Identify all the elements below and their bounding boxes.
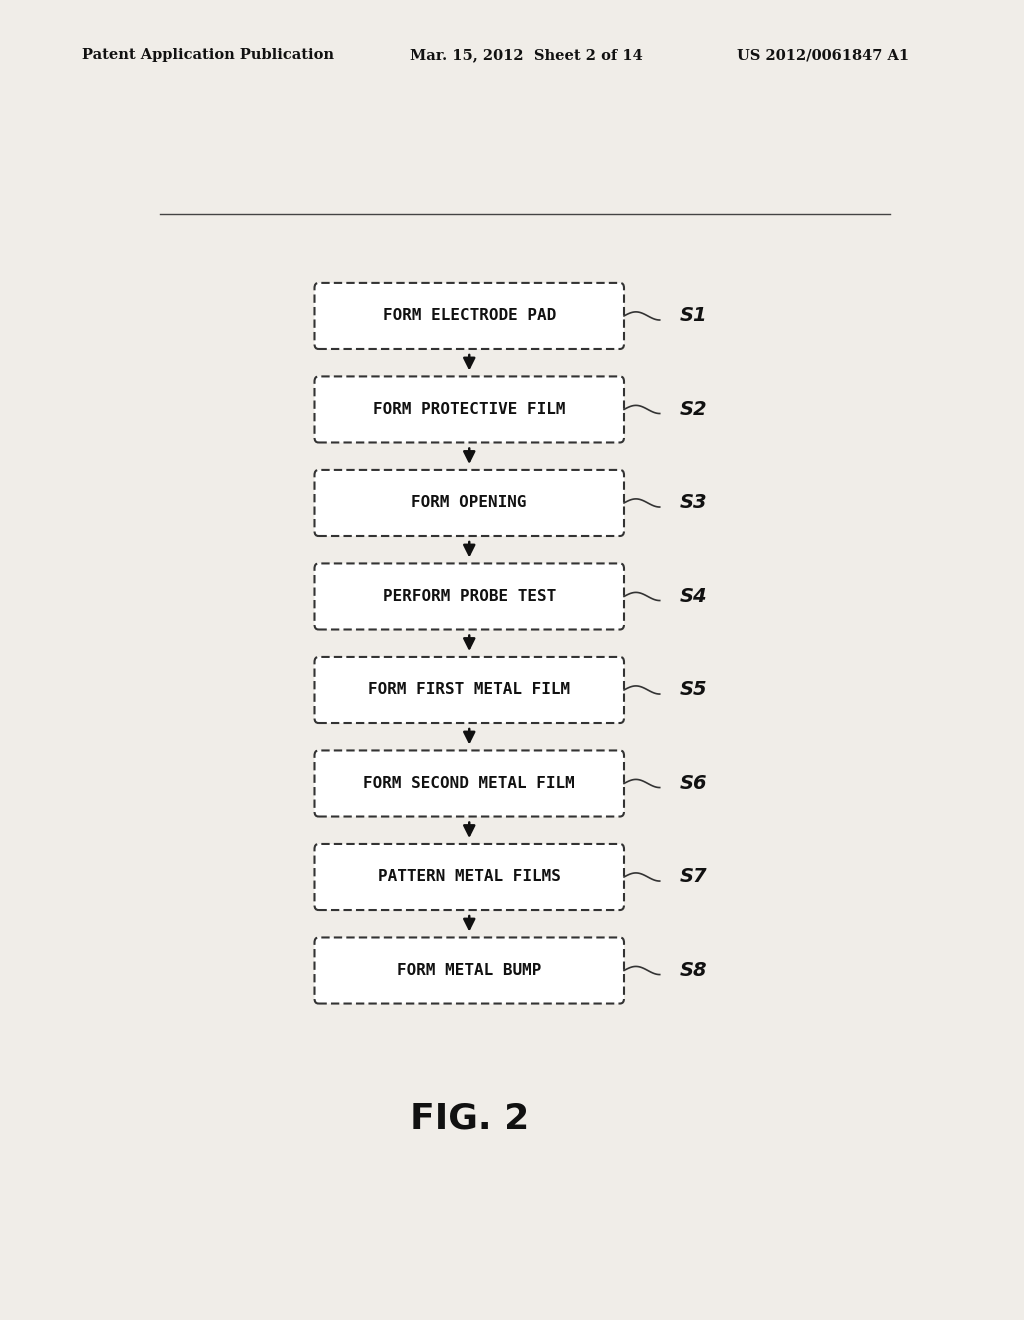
Text: FORM METAL BUMP: FORM METAL BUMP	[397, 964, 542, 978]
Text: S7: S7	[680, 867, 708, 887]
FancyBboxPatch shape	[314, 937, 624, 1003]
Text: Mar. 15, 2012  Sheet 2 of 14: Mar. 15, 2012 Sheet 2 of 14	[410, 49, 642, 62]
Text: FORM SECOND METAL FILM: FORM SECOND METAL FILM	[364, 776, 575, 791]
Text: S6: S6	[680, 774, 708, 793]
Text: S8: S8	[680, 961, 708, 979]
FancyBboxPatch shape	[314, 282, 624, 348]
Text: FIG. 2: FIG. 2	[410, 1102, 528, 1137]
FancyBboxPatch shape	[314, 470, 624, 536]
Text: PERFORM PROBE TEST: PERFORM PROBE TEST	[383, 589, 556, 605]
Text: FORM ELECTRODE PAD: FORM ELECTRODE PAD	[383, 309, 556, 323]
Text: S3: S3	[680, 494, 708, 512]
Text: PATTERN METAL FILMS: PATTERN METAL FILMS	[378, 870, 561, 884]
Text: FORM PROTECTIVE FILM: FORM PROTECTIVE FILM	[373, 403, 565, 417]
FancyBboxPatch shape	[314, 376, 624, 442]
FancyBboxPatch shape	[314, 657, 624, 723]
Text: Patent Application Publication: Patent Application Publication	[82, 49, 334, 62]
FancyBboxPatch shape	[314, 751, 624, 817]
FancyBboxPatch shape	[314, 843, 624, 909]
Text: S2: S2	[680, 400, 708, 418]
Text: S4: S4	[680, 587, 708, 606]
Text: S1: S1	[680, 306, 708, 326]
Text: FORM OPENING: FORM OPENING	[412, 495, 527, 511]
Text: US 2012/0061847 A1: US 2012/0061847 A1	[737, 49, 909, 62]
FancyBboxPatch shape	[314, 564, 624, 630]
Text: S5: S5	[680, 681, 708, 700]
Text: FORM FIRST METAL FILM: FORM FIRST METAL FILM	[369, 682, 570, 697]
